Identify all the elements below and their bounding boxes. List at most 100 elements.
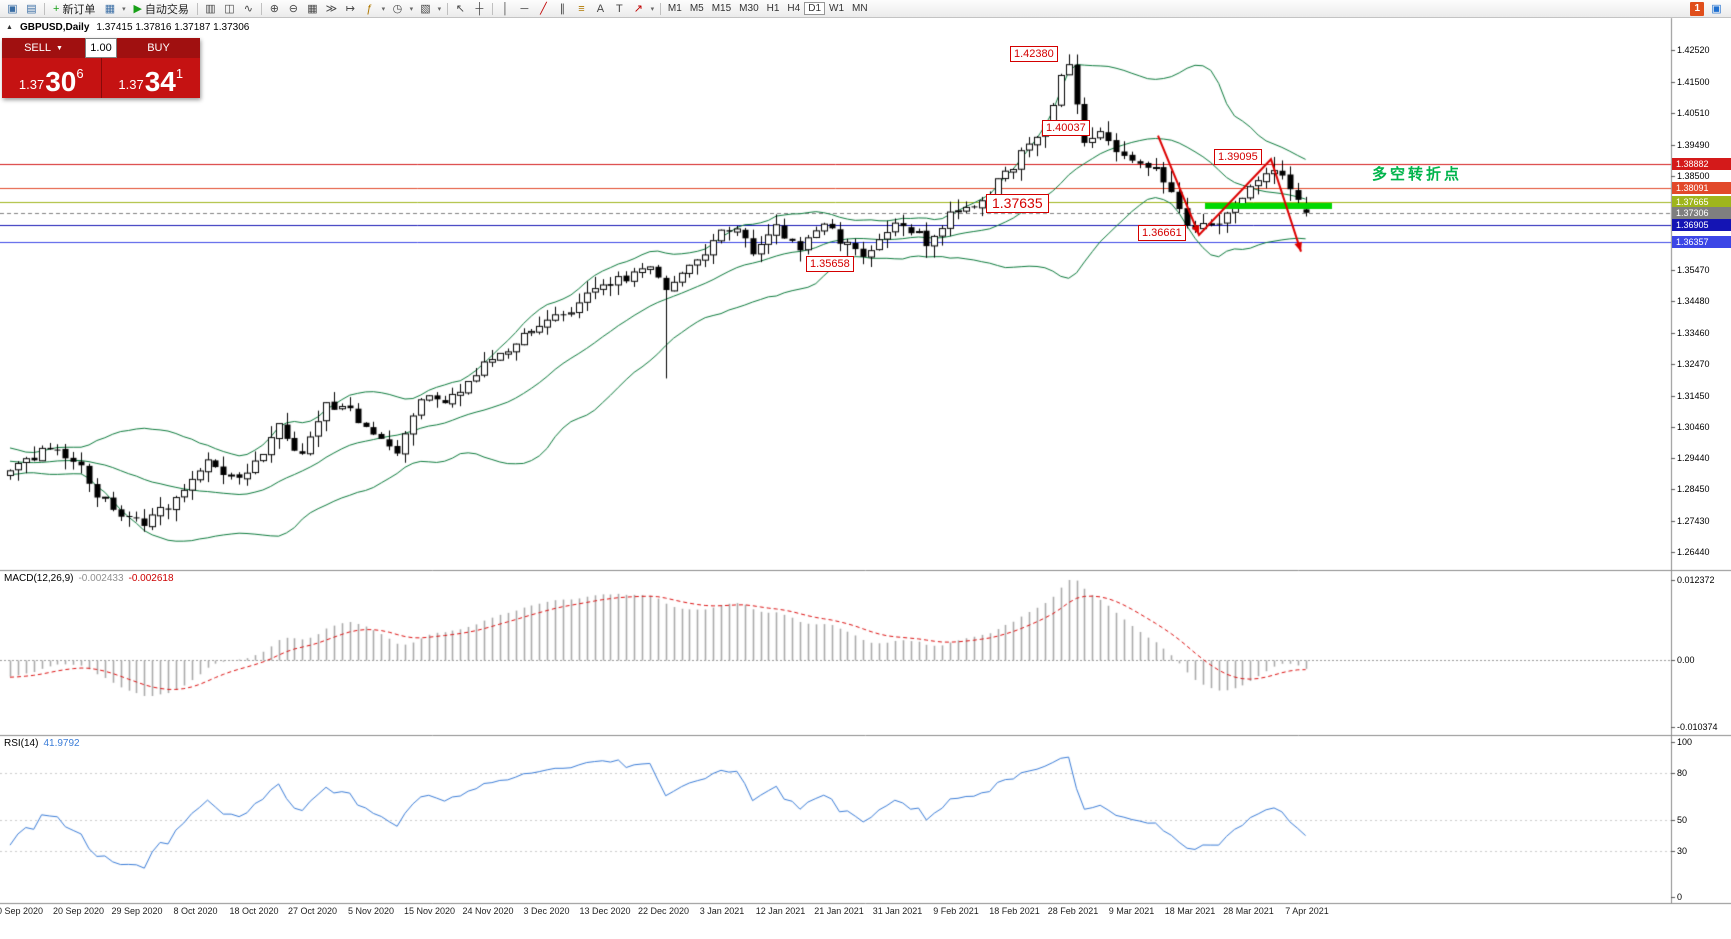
mid-price-label[interactable]: 1.37635 xyxy=(986,193,1049,213)
macd-axis-tick: 0.00 xyxy=(1677,654,1695,665)
date-label: 18 Feb 2021 xyxy=(989,906,1040,916)
profiles-icon[interactable]: ▤ xyxy=(26,3,37,15)
trendline-icon[interactable]: ╱ xyxy=(540,3,547,15)
community-icon[interactable]: ▣ xyxy=(1711,3,1722,15)
channel-icon[interactable]: ∥ xyxy=(559,3,566,15)
jan-low-label[interactable]: 1.35658 xyxy=(806,256,854,273)
timeframe-m5[interactable]: M5 xyxy=(689,3,704,14)
date-label: 29 Sep 2020 xyxy=(111,906,163,916)
new-order-icon: + xyxy=(53,2,60,15)
date-label: 3 Jan 2021 xyxy=(699,906,745,916)
tile-windows-icon[interactable]: ▦ xyxy=(307,3,318,15)
alerts-badge[interactable]: 1 xyxy=(1690,1,1704,16)
price-tick: 1.27430 xyxy=(1677,516,1710,527)
templates-icon[interactable]: ▧ xyxy=(420,3,431,15)
macd-name: MACD(12,26,9) xyxy=(4,573,74,584)
sell-price-button[interactable]: 1.37 30 6 xyxy=(2,58,101,98)
swing-low-label[interactable]: 1.36661 xyxy=(1138,224,1186,241)
chart-shift-icon[interactable]: ↦ xyxy=(345,3,356,15)
timeframe-m30[interactable]: M30 xyxy=(739,3,759,14)
sell-button[interactable]: SELL ▼ xyxy=(2,38,85,58)
toolbar-separator xyxy=(44,2,45,15)
templates-dropdown-icon[interactable]: ▾ xyxy=(437,5,442,13)
arrows-icon[interactable]: ↗ xyxy=(633,3,644,15)
new-order-button[interactable]: + 新订单 xyxy=(48,1,100,17)
sell-label: SELL xyxy=(24,42,51,54)
price-tick: 1.41500 xyxy=(1677,76,1710,87)
vertical-line-icon[interactable]: │ xyxy=(501,2,509,15)
symbol-info-line: ▲ GBPUSD,Daily 1.37415 1.37816 1.37187 1… xyxy=(6,22,249,33)
symbol-ohlc-values: 1.37415 1.37816 1.37187 1.37306 xyxy=(96,22,250,33)
rsi-value: 41.9792 xyxy=(43,738,80,749)
periods-icon[interactable]: ◷ xyxy=(392,3,403,15)
one-click-trading-panel: SELL ▼ BUY 1.37 30 6 1.37 34 1 xyxy=(2,38,200,98)
price-tick: 1.34480 xyxy=(1677,296,1710,306)
price-line-label: 1.36357 xyxy=(1672,236,1731,249)
candles-chart-icon[interactable]: ◫ xyxy=(224,3,235,15)
auto-trading-button-label: 自动交易 xyxy=(144,3,189,16)
timeframe-m15[interactable]: M15 xyxy=(711,3,732,14)
date-label: 18 Mar 2021 xyxy=(1164,906,1216,916)
auto-scroll-icon[interactable]: ≫ xyxy=(325,3,338,15)
toolbar-items: ▣ ▤ + 新订单 ▦ ▾ ▶ 自动交易 ▥ ◫ ∿ ⊕ ⊖ ▦ ≫ ↦ ƒ ▾ ◷ ▾ ▧ ▾ ↖ ┼ │ ─ ╱ ∥ ≡ A T ↗ ▾ xyxy=(3,1,664,17)
fibonacci-icon[interactable]: ≡ xyxy=(578,2,585,15)
indicators-dropdown-icon[interactable]: ▾ xyxy=(381,5,386,13)
new-chart-icon[interactable]: ▣ xyxy=(7,3,18,15)
horizontal-line-icon[interactable]: ─ xyxy=(520,2,529,15)
date-label: 28 Feb 2021 xyxy=(1047,906,1099,916)
price-line-label: 1.38882 xyxy=(1672,157,1731,170)
auto-trading-button[interactable]: ▶ 自动交易 xyxy=(128,1,193,17)
buy-label: BUY xyxy=(147,42,170,54)
timeframe-h4[interactable]: H4 xyxy=(787,3,801,14)
retest-high-label[interactable]: 1.40037 xyxy=(1042,119,1090,136)
price-tick: 1.30460 xyxy=(1677,421,1710,432)
date-label: 21 Jan 2021 xyxy=(814,906,864,916)
rsi-name: RSI(14) xyxy=(4,738,39,749)
toolbar-separator xyxy=(491,2,493,15)
timeframe-mn[interactable]: MN xyxy=(852,3,868,14)
cursor-icon[interactable]: ↖ xyxy=(455,3,466,15)
date-label: 9 Feb 2021 xyxy=(933,906,979,916)
rsi-axis-tick: 80 xyxy=(1677,768,1688,778)
timeframe-d1[interactable]: D1 xyxy=(804,2,826,15)
date-label: 20 Sep 2020 xyxy=(52,906,105,916)
zoom-in-icon[interactable]: ⊕ xyxy=(269,3,280,15)
auto-trading-icon: ▶ xyxy=(133,3,142,15)
crosshair-icon[interactable]: ┼ xyxy=(475,2,484,15)
panel-expander-icon[interactable]: ▲ xyxy=(6,24,13,31)
date-label: 12 Jan 2021 xyxy=(755,906,806,916)
date-label: 13 Dec 2020 xyxy=(579,906,631,916)
symbol-name: GBPUSD,Daily xyxy=(19,22,90,33)
toolbar: ▣ ▤ + 新订单 ▦ ▾ ▶ 自动交易 ▥ ◫ ∿ ⊕ ⊖ ▦ ≫ ↦ ƒ ▾ ◷ ▾ ▧ ▾ ↖ ┼ │ ─ ╱ ∥ ≡ A T ↗ ▾ M… xyxy=(0,0,1731,18)
peak-price-label[interactable]: 1.42380 xyxy=(1010,46,1058,63)
timeframe-m1[interactable]: M1 xyxy=(667,3,682,14)
periods-dropdown-icon[interactable]: ▾ xyxy=(409,5,414,13)
label-icon[interactable]: T xyxy=(616,2,623,15)
price-line-label: 1.37306 xyxy=(1672,206,1731,219)
chart-window-icon[interactable]: ▦ xyxy=(104,3,116,15)
bars-chart-icon[interactable]: ▥ xyxy=(205,3,216,15)
timeframe-h1[interactable]: H1 xyxy=(766,3,780,14)
buy-button[interactable]: BUY xyxy=(117,38,200,58)
price-tick: 1.28450 xyxy=(1677,484,1710,495)
date-label: 0 Sep 2020 xyxy=(0,906,44,916)
price-tick: 1.39490 xyxy=(1677,139,1710,150)
price-tick: 1.35470 xyxy=(1677,265,1710,276)
buy-price-button[interactable]: 1.37 34 1 xyxy=(100,58,200,98)
line-chart-icon[interactable]: ∿ xyxy=(243,3,254,15)
timeframe-w1[interactable]: W1 xyxy=(829,3,845,14)
text-icon[interactable]: A xyxy=(596,2,605,15)
chevron-down-icon[interactable]: ▼ xyxy=(55,44,63,52)
timeframe-buttons: M1 M5 M15 M30 H1 H4 D1 W1 MN xyxy=(664,2,872,15)
chart-dropdown-icon[interactable]: ▾ xyxy=(122,5,126,13)
shapes-dropdown-icon[interactable]: ▾ xyxy=(650,5,655,13)
turning-point-note[interactable]: 多空转折点 xyxy=(1372,165,1463,183)
date-label: 31 Jan 2021 xyxy=(872,906,923,916)
date-label: 28 Mar 2021 xyxy=(1223,906,1274,916)
bounce-high-label[interactable]: 1.39095 xyxy=(1214,148,1262,165)
indicators-icon[interactable]: ƒ xyxy=(366,2,373,15)
volume-input[interactable] xyxy=(85,38,117,58)
zoom-out-icon[interactable]: ⊖ xyxy=(288,3,299,15)
